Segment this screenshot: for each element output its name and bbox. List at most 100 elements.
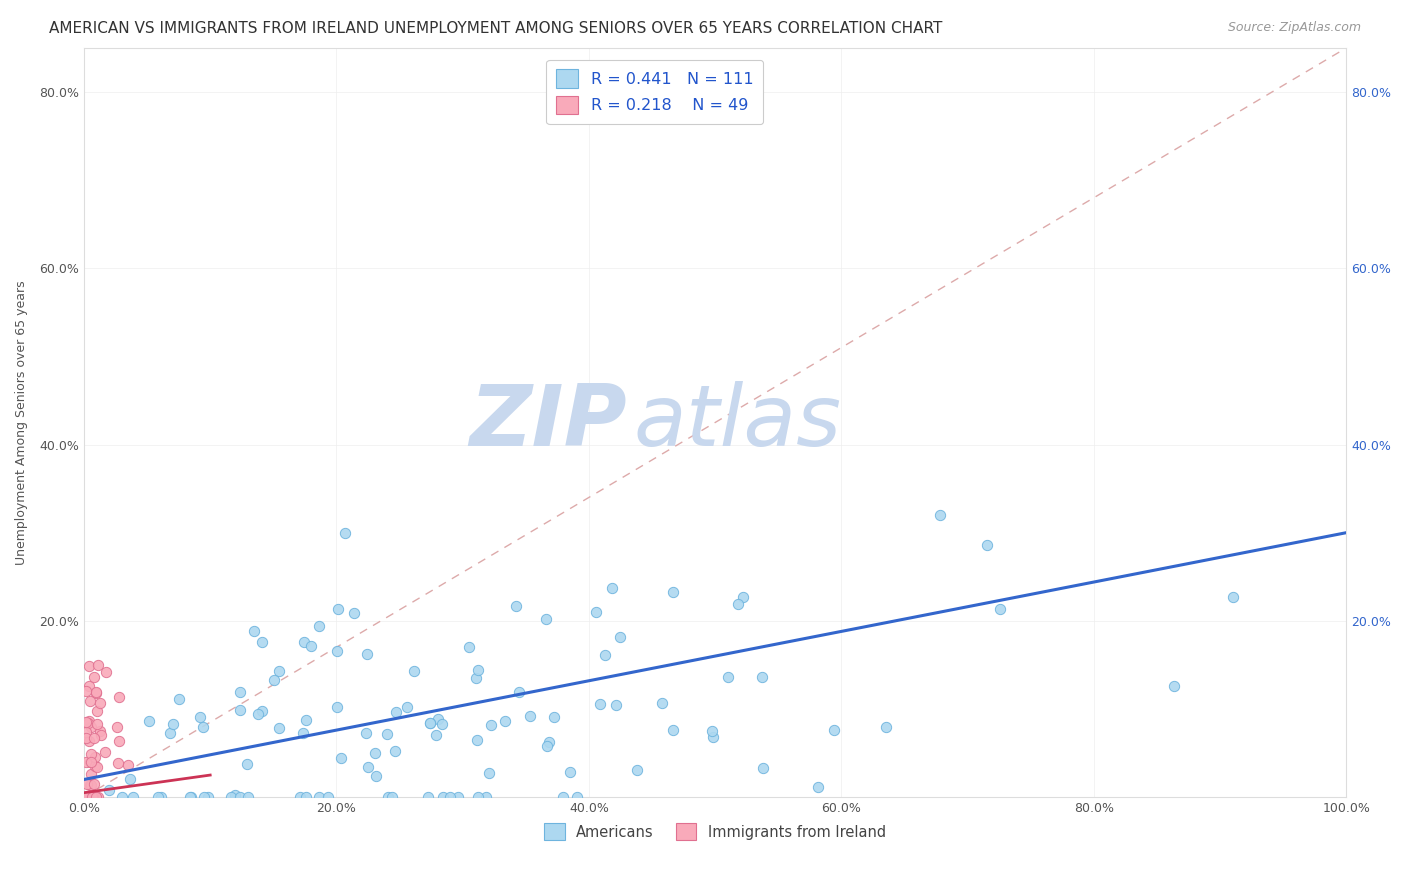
Point <box>585 605 607 619</box>
Point <box>295 714 318 728</box>
Point <box>89 696 111 710</box>
Point <box>77 715 100 730</box>
Point <box>84 790 107 805</box>
Point <box>82 790 104 805</box>
Point <box>447 790 470 805</box>
Point <box>366 769 388 783</box>
Point <box>553 790 575 805</box>
Point <box>288 790 311 805</box>
Point <box>263 673 285 687</box>
Text: ZIP: ZIP <box>470 381 627 464</box>
Point <box>122 790 145 805</box>
Point <box>326 602 349 616</box>
Point <box>75 731 97 745</box>
Point <box>80 790 103 805</box>
Y-axis label: Unemployment Among Seniors over 65 years: Unemployment Among Seniors over 65 years <box>15 280 28 565</box>
Point <box>381 790 404 805</box>
Point <box>330 751 353 765</box>
Point <box>79 756 101 770</box>
Point <box>458 640 481 655</box>
Point <box>595 648 617 662</box>
Point <box>538 735 561 749</box>
Point <box>807 780 830 794</box>
Point <box>80 755 103 769</box>
Point <box>120 772 142 787</box>
Point <box>326 643 349 657</box>
Point <box>292 635 315 649</box>
Point <box>83 777 105 791</box>
Point <box>229 703 252 717</box>
Text: atlas: atlas <box>633 381 841 464</box>
Point <box>494 714 516 729</box>
Point <box>82 790 104 805</box>
Point <box>86 704 108 718</box>
Point <box>419 716 441 731</box>
Point <box>146 790 169 805</box>
Point <box>108 734 131 748</box>
Point <box>588 697 610 711</box>
Text: Source: ZipAtlas.com: Source: ZipAtlas.com <box>1227 21 1361 34</box>
Point <box>77 790 100 805</box>
Point <box>752 761 775 775</box>
Point <box>316 790 339 805</box>
Point <box>84 758 107 772</box>
Point <box>354 726 377 740</box>
Point <box>396 699 419 714</box>
Point <box>1222 590 1244 604</box>
Point <box>180 790 202 805</box>
Point <box>79 778 101 792</box>
Point <box>700 723 723 738</box>
Point <box>626 763 648 777</box>
Point <box>229 790 252 805</box>
Point <box>75 790 97 805</box>
Point <box>291 726 314 740</box>
Point <box>475 790 498 805</box>
Point <box>86 760 108 774</box>
Point <box>425 728 447 742</box>
Point <box>105 720 128 734</box>
Point <box>717 670 740 684</box>
Point <box>751 670 773 684</box>
Point <box>402 664 425 678</box>
Point <box>84 790 107 805</box>
Point <box>179 790 201 805</box>
Point <box>505 599 527 613</box>
Point <box>432 717 454 731</box>
Point <box>77 679 100 693</box>
Point <box>543 710 565 724</box>
Point <box>86 716 108 731</box>
Point <box>1163 679 1185 693</box>
Point <box>84 790 107 805</box>
Point <box>76 777 98 791</box>
Point <box>86 657 108 672</box>
Point <box>80 747 103 761</box>
Point <box>702 731 724 745</box>
Point <box>267 664 290 678</box>
Point <box>83 731 105 746</box>
Point <box>536 739 558 753</box>
Point <box>75 714 97 729</box>
Point <box>219 790 242 805</box>
Point <box>508 685 530 699</box>
Point <box>236 790 259 805</box>
Point <box>243 624 266 638</box>
Point <box>224 789 246 803</box>
Point <box>108 690 131 705</box>
Point <box>87 789 110 804</box>
Point <box>77 659 100 673</box>
Point <box>162 717 184 731</box>
Point <box>357 760 380 774</box>
Point <box>416 790 439 805</box>
Point <box>565 790 588 805</box>
Point <box>250 635 273 649</box>
Point <box>247 707 270 722</box>
Point <box>308 619 330 633</box>
Point <box>356 647 378 661</box>
Point <box>191 720 214 734</box>
Point <box>479 718 502 732</box>
Point <box>731 590 754 604</box>
Point <box>335 526 357 541</box>
Point <box>250 704 273 718</box>
Point <box>117 758 139 772</box>
Point <box>138 714 160 728</box>
